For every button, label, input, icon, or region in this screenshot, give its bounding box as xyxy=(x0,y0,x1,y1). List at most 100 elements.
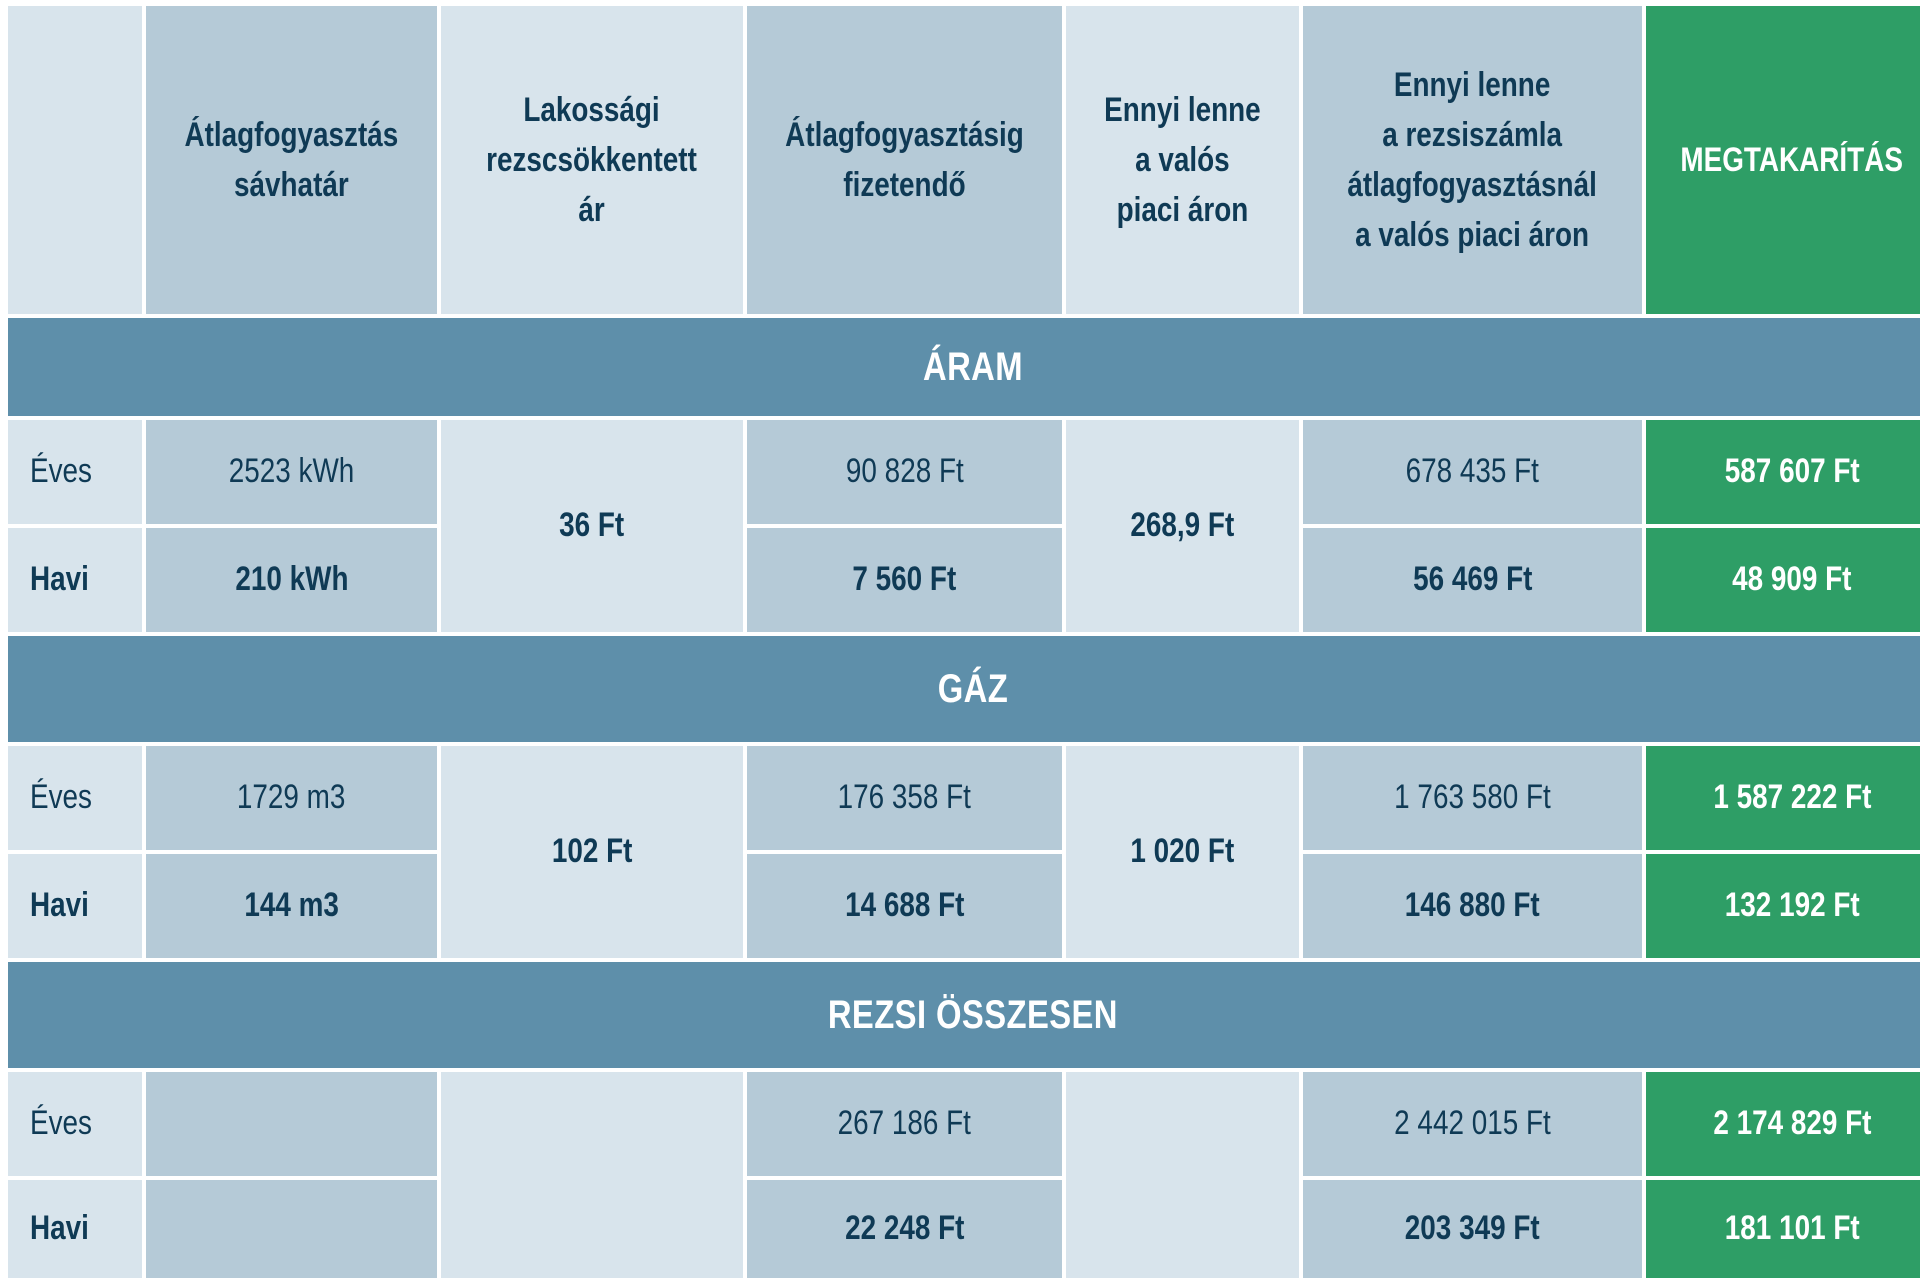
savings-cell: 2 174 829 Ft xyxy=(1646,1072,1920,1176)
section-band-2: REZSI ÖSSZESEN xyxy=(8,962,1920,1068)
row-label-text: Havi xyxy=(30,1209,89,1248)
row-label: Éves xyxy=(8,1072,142,1176)
section-title: ÁRAM xyxy=(922,345,1024,389)
payable-cell: 176 358 Ft xyxy=(747,746,1062,850)
consumption-value: 2523 kWh xyxy=(228,452,355,491)
column-header-4: Ennyi lenne a valós piaci áron xyxy=(1066,6,1299,314)
column-header-line: a valós piaci áron xyxy=(1355,216,1590,254)
market-price-cell: 268,9 Ft xyxy=(1066,420,1299,632)
column-header-line: rezscsökkentett xyxy=(486,141,698,179)
market-price-value: 268,9 Ft xyxy=(1130,506,1235,545)
row-label-text: Éves xyxy=(30,778,92,817)
section-band-0: ÁRAM xyxy=(8,318,1920,416)
column-header-line: Átlagfogyasztásig xyxy=(785,116,1024,154)
market-bill-cell: 203 349 Ft xyxy=(1303,1180,1642,1278)
market-price-cell xyxy=(1066,1072,1299,1278)
market-price-value: 1 020 Ft xyxy=(1130,832,1235,871)
unit-price-value: 36 Ft xyxy=(559,506,625,545)
market-bill-value: 678 435 Ft xyxy=(1405,452,1540,491)
payable-value: 7 560 Ft xyxy=(852,560,957,599)
payable-cell: 7 560 Ft xyxy=(747,528,1062,632)
payable-cell: 14 688 Ft xyxy=(747,854,1062,958)
consumption-cell: 210 kWh xyxy=(146,528,437,632)
energy-savings-table: Átlagfogyasztás sávhatár Lakossági rezscsök… xyxy=(8,6,1920,1278)
column-header-5: Ennyi lenne a rezsiszámla átlagfogyasztásn… xyxy=(1303,6,1642,314)
unit-price-cell xyxy=(441,1072,743,1278)
market-bill-cell: 1 763 580 Ft xyxy=(1303,746,1642,850)
savings-value: 181 101 Ft xyxy=(1724,1209,1860,1248)
column-header-line: MEGTAKARÍTÁS xyxy=(1680,141,1904,179)
column-header-line: ár xyxy=(578,191,606,229)
savings-cell: 181 101 Ft xyxy=(1646,1180,1920,1278)
unit-price-value: 102 Ft xyxy=(551,832,633,871)
column-header-text-5: Ennyi lenne a rezsiszámla átlagfogyasztásn… xyxy=(1348,60,1597,260)
savings-value: 48 909 Ft xyxy=(1732,560,1852,599)
column-header-3: Átlagfogyasztásig fizetendő xyxy=(747,6,1062,314)
payable-value: 22 248 Ft xyxy=(844,1209,965,1248)
row-label: Éves xyxy=(8,746,142,850)
row-label: Éves xyxy=(8,420,142,524)
column-header-line: a valós xyxy=(1135,141,1230,179)
market-bill-value: 56 469 Ft xyxy=(1412,560,1533,599)
column-header-2: Lakossági rezscsökkentett ár xyxy=(441,6,743,314)
column-header-text-6: MEGTAKARÍTÁS xyxy=(1681,135,1904,185)
savings-value: 587 607 Ft xyxy=(1724,452,1860,491)
savings-cell: 587 607 Ft xyxy=(1646,420,1920,524)
column-header-line: fizetendő xyxy=(843,166,966,204)
row-label: Havi xyxy=(8,854,142,958)
unit-price-cell: 102 Ft xyxy=(441,746,743,958)
row-label-text: Éves xyxy=(30,452,92,491)
savings-value: 1 587 222 Ft xyxy=(1712,778,1872,817)
market-bill-cell: 146 880 Ft xyxy=(1303,854,1642,958)
savings-value: 2 174 829 Ft xyxy=(1712,1104,1872,1143)
header-corner xyxy=(8,6,142,314)
column-header-line: átlagfogyasztásnál xyxy=(1347,166,1598,204)
consumption-value: 144 m3 xyxy=(244,886,339,925)
column-header-line: Ennyi lenne xyxy=(1104,91,1261,129)
market-bill-cell: 56 469 Ft xyxy=(1303,528,1642,632)
row-label-text: Éves xyxy=(30,1104,92,1143)
market-bill-value: 203 349 Ft xyxy=(1405,1209,1540,1248)
savings-cell: 1 587 222 Ft xyxy=(1646,746,1920,850)
consumption-value: 1729 m3 xyxy=(237,778,346,817)
consumption-cell xyxy=(146,1180,437,1278)
consumption-cell xyxy=(146,1072,437,1176)
column-header-line: Lakossági xyxy=(523,91,661,129)
column-header-line: Ennyi lenne xyxy=(1394,66,1551,104)
market-bill-value: 2 442 015 Ft xyxy=(1394,1104,1551,1143)
consumption-cell: 144 m3 xyxy=(146,854,437,958)
market-bill-value: 1 763 580 Ft xyxy=(1394,778,1551,817)
market-bill-value: 146 880 Ft xyxy=(1405,886,1540,925)
unit-price-cell: 36 Ft xyxy=(441,420,743,632)
row-label: Havi xyxy=(8,1180,142,1278)
row-label-text: Havi xyxy=(30,560,89,599)
savings-cell: 48 909 Ft xyxy=(1646,528,1920,632)
section-title: GÁZ xyxy=(937,667,1009,711)
payable-value: 90 828 Ft xyxy=(845,452,964,491)
column-header-text-1: Átlagfogyasztás sávhatár xyxy=(185,110,399,210)
payable-value: 176 358 Ft xyxy=(837,778,972,817)
column-header-line: Átlagfogyasztás xyxy=(184,116,399,154)
consumption-cell: 2523 kWh xyxy=(146,420,437,524)
payable-cell: 22 248 Ft xyxy=(747,1180,1062,1278)
market-bill-cell: 2 442 015 Ft xyxy=(1303,1072,1642,1176)
column-header-6: MEGTAKARÍTÁS xyxy=(1646,6,1920,314)
column-header-text-4: Ennyi lenne a valós piaci áron xyxy=(1104,85,1260,235)
consumption-cell: 1729 m3 xyxy=(146,746,437,850)
savings-cell: 132 192 Ft xyxy=(1646,854,1920,958)
column-header-text-3: Átlagfogyasztásig fizetendő xyxy=(785,110,1024,210)
market-bill-cell: 678 435 Ft xyxy=(1303,420,1642,524)
column-header-1: Átlagfogyasztás sávhatár xyxy=(146,6,437,314)
section-band-1: GÁZ xyxy=(8,636,1920,742)
payable-value: 14 688 Ft xyxy=(844,886,965,925)
section-title: REZSI ÖSSZESEN xyxy=(827,993,1119,1037)
row-label: Havi xyxy=(8,528,142,632)
savings-value: 132 192 Ft xyxy=(1724,886,1860,925)
payable-cell: 267 186 Ft xyxy=(747,1072,1062,1176)
column-header-line: a rezsiszámla xyxy=(1382,116,1563,154)
column-header-text-2: Lakossági rezscsökkentett ár xyxy=(487,85,698,235)
payable-value: 267 186 Ft xyxy=(837,1104,972,1143)
consumption-value: 210 kWh xyxy=(234,560,349,599)
row-label-text: Havi xyxy=(30,886,89,925)
payable-cell: 90 828 Ft xyxy=(747,420,1062,524)
